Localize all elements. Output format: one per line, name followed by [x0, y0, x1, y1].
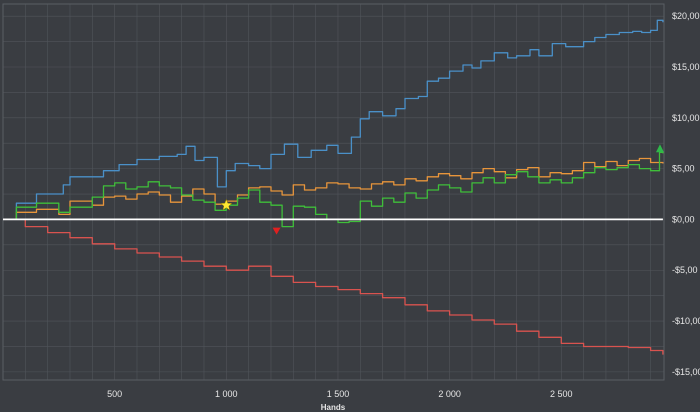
y-tick-label: $0,00 [672, 214, 695, 224]
series-lines [3, 19, 664, 355]
series-line-3 [3, 151, 664, 228]
y-tick-label: $20,00 [672, 11, 700, 21]
event-markers [219, 144, 664, 235]
x-axis-title: Hands [321, 403, 346, 412]
y-tick-label: $15,00 [672, 62, 700, 72]
series-line-4 [3, 218, 664, 355]
y-tick-label: -$5,00 [672, 265, 698, 275]
x-tick-label: 1 000 [215, 389, 238, 399]
y-tick-label: -$10,00 [672, 316, 700, 326]
y-axis-ticks: $20,00 $15,00 $10,00 $5,00 $0,00 -$5,00 -$10,0… [672, 11, 700, 377]
series-line-2 [3, 157, 664, 221]
y-tick-label: $10,00 [672, 113, 700, 123]
x-axis-ticks: 500 1 000 1 500 2 000 2 500 [107, 389, 572, 399]
x-tick-label: 500 [107, 389, 122, 399]
plot-frame [2, 3, 665, 381]
triangle-up-marker [655, 144, 664, 153]
star-marker [219, 198, 233, 211]
y-tick-label: -$15,00 [672, 367, 700, 377]
y-tick-label: $5,00 [672, 164, 695, 174]
x-tick-label: 2 500 [550, 389, 573, 399]
x-tick-label: 1 500 [327, 389, 350, 399]
triangle-down-marker [272, 227, 281, 235]
x-tick-label: 2 000 [438, 389, 461, 399]
series-line-1 [3, 19, 664, 221]
